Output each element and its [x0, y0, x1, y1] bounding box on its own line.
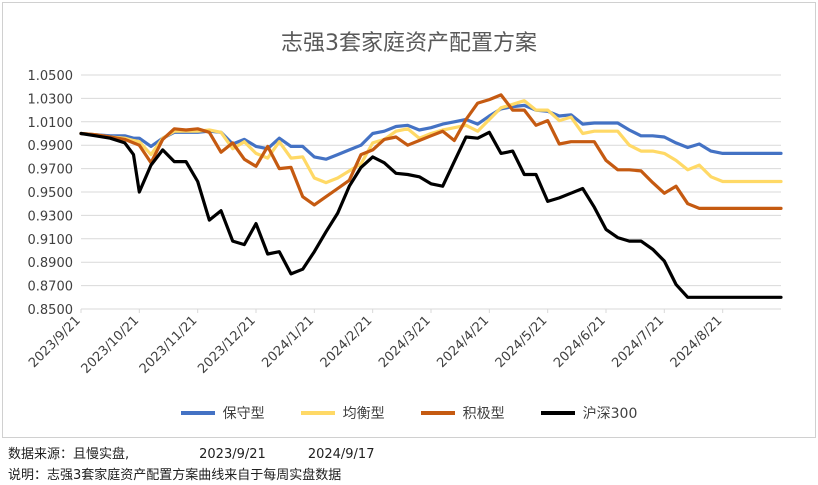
x-tick-label: 2023/11/21 [137, 313, 201, 377]
x-tick-label: 2024/7/21 [609, 313, 667, 371]
y-tick-label: 0.9500 [28, 186, 74, 201]
y-tick-label: 0.8500 [28, 303, 74, 318]
chart-title: 志强3套家庭资产配置方案 [281, 31, 537, 56]
x-tick-label: 2023/9/21 [26, 313, 84, 371]
series-line-balanced [79, 99, 783, 185]
y-tick-label: 0.9700 [28, 163, 74, 178]
y-tick-label: 0.9300 [28, 209, 74, 224]
chart-frame: 志强3套家庭资产配置方案 0.8500 0.8700 0.8900 0.9100 0.9… [2, 2, 816, 438]
x-tick-label: 2024/2/21 [318, 313, 376, 371]
x-tick-label: 2024/6/21 [551, 313, 609, 371]
footer-source-label: 数据来源：且慢实盘, [8, 447, 130, 462]
legend-item: 沪深300 [540, 403, 638, 423]
legend-item: 均衡型 [300, 403, 385, 423]
y-tick-label: 0.8900 [28, 256, 74, 271]
legend-label: 积极型 [462, 406, 505, 422]
legend-label: 沪深300 [582, 406, 638, 422]
x-tick-label: 2024/8/21 [668, 313, 726, 371]
y-tick-label: 1.0100 [28, 116, 74, 131]
x-tick-label: 2024/5/21 [493, 313, 551, 371]
y-tick-label: 0.9900 [28, 139, 74, 154]
x-tick-label: 2024/1/21 [259, 313, 317, 371]
chart-legend: 保守型 均衡型 积极型 沪深300 [3, 403, 815, 423]
legend-item: 保守型 [180, 403, 265, 423]
series-line-csi300 [79, 130, 783, 299]
y-tick-label: 0.9100 [28, 233, 74, 248]
legend-swatch [420, 411, 455, 415]
y-tick-label: 1.0500 [28, 69, 74, 84]
series-line-aggressive [79, 93, 783, 210]
legend-swatch [180, 411, 215, 415]
x-tick-label: 2024/3/21 [376, 313, 434, 371]
footer-note: 说明：志强3套家庭资产配置方案曲线来自于每周实盘数据 [8, 468, 342, 483]
footer-date-start: 2023/9/21 [199, 447, 266, 462]
legend-swatch [540, 411, 575, 415]
legend-item: 积极型 [420, 403, 505, 423]
x-tick-label: 2023/10/21 [79, 313, 143, 377]
footer-date-end: 2024/9/17 [307, 447, 375, 462]
legend-swatch [300, 411, 335, 415]
x-tick-label: 2023/12/21 [195, 313, 259, 377]
x-tick-label: 2024/4/21 [434, 313, 492, 371]
y-tick-label: 0.8700 [28, 280, 74, 295]
y-tick-label: 1.0300 [28, 92, 74, 107]
footer-source: 数据来源：且慢实盘, 2023/9/21 2024/9/17 [8, 443, 374, 462]
legend-label: 保守型 [222, 406, 265, 422]
line-chart: 0.8500 0.8700 0.8900 0.9100 0.9300 0.9500 0.97… [26, 69, 783, 377]
legend-label: 均衡型 [342, 406, 385, 422]
